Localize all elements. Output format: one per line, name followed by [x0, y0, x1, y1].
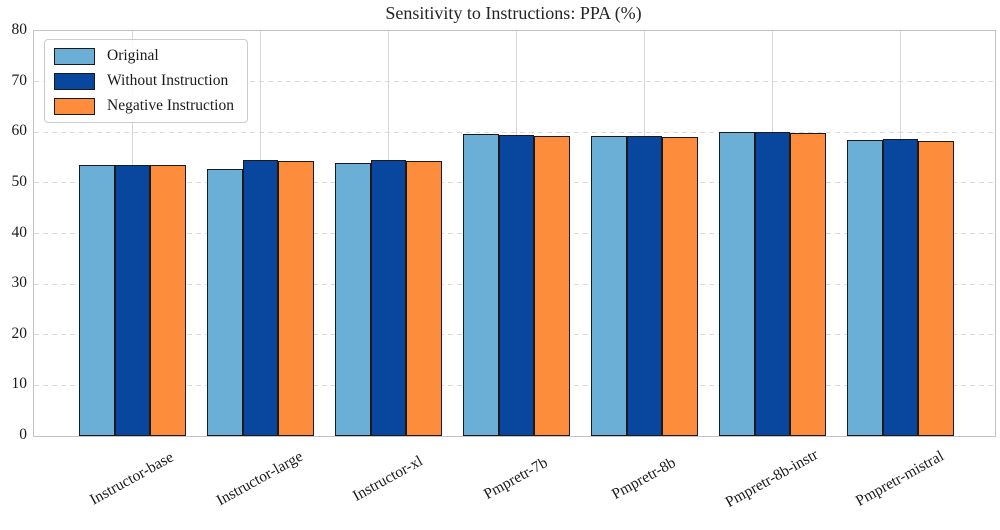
bar — [278, 160, 314, 436]
bar — [626, 136, 663, 436]
legend-item: Negative Instruction — [54, 97, 234, 115]
gridline-horizontal — [34, 131, 995, 133]
y-tick-label: 10 — [11, 375, 28, 393]
y-tick-label: 80 — [11, 21, 28, 38]
legend-label: Negative Instruction — [107, 97, 234, 114]
legend-item: Without Instruction — [54, 72, 234, 90]
legend-swatch — [54, 97, 95, 115]
y-tick-label: 70 — [11, 71, 28, 89]
bar — [114, 164, 151, 436]
bar — [498, 135, 535, 436]
bar — [370, 160, 407, 436]
y-tick-label: 50 — [11, 172, 28, 190]
y-tick-label: 20 — [11, 324, 28, 342]
y-tick-label: 60 — [11, 122, 28, 140]
legend-label: Without Instruction — [107, 72, 229, 89]
x-tick-label: Pmpretr-7b — [480, 454, 551, 504]
y-tick-label: 30 — [11, 274, 28, 292]
bar — [754, 132, 791, 436]
chart-title: Sensitivity to Instructions: PPA (%) — [385, 3, 642, 23]
legend-swatch — [54, 47, 95, 65]
x-tick-label: Pmpretr-mistral — [852, 447, 947, 510]
bar — [335, 163, 371, 436]
bar — [242, 160, 279, 436]
x-tick-label: Instructor-base — [86, 448, 176, 509]
y-tick-label: 40 — [11, 223, 28, 241]
bar — [790, 132, 826, 436]
x-tick-label: Instructor-xl — [349, 452, 426, 505]
legend-label: Original — [107, 47, 159, 64]
bar — [847, 140, 883, 436]
plot-area: Original Without Instruction Negative Inst… — [33, 30, 996, 437]
x-tick-label: Instructor-large — [213, 447, 306, 510]
bar — [662, 136, 698, 436]
bar — [719, 132, 755, 436]
bar — [534, 135, 570, 436]
bar — [79, 165, 115, 436]
x-tick-label: Pmpretr-8b-instr — [722, 446, 821, 511]
y-tick-label: 0 — [19, 426, 27, 443]
legend: Original Without Instruction Negative Inst… — [44, 39, 248, 123]
bar — [882, 138, 919, 436]
bar — [463, 133, 499, 436]
x-tick-label: Pmpretr-8b — [608, 454, 679, 504]
bar — [406, 160, 442, 436]
gridline-horizontal — [34, 81, 995, 83]
bar — [150, 165, 186, 436]
bar — [918, 140, 954, 436]
bar — [207, 168, 243, 436]
bar — [591, 136, 627, 436]
legend-swatch — [54, 72, 95, 90]
legend-item: Original — [54, 47, 234, 65]
